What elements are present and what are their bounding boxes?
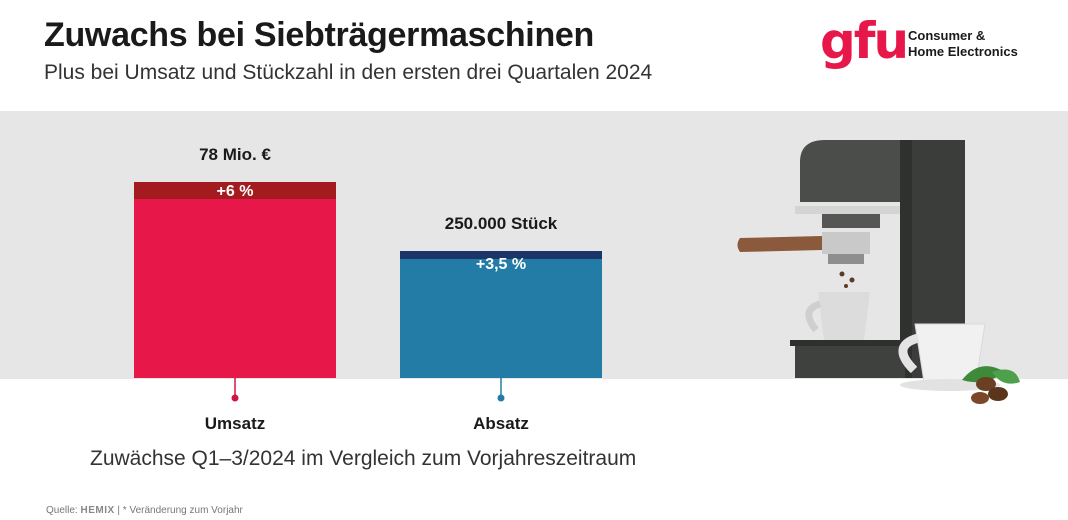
chart-subtitle: Plus bei Umsatz und Stückzahl in den ers… <box>44 61 653 84</box>
change-label: +3,5 % <box>476 256 526 273</box>
category-dot <box>231 394 239 402</box>
bar <box>400 251 602 378</box>
logo-line-2: Home Electronics <box>908 44 1018 59</box>
machine-ledge <box>795 206 900 214</box>
coffee-bean <box>971 392 989 404</box>
bar <box>134 182 336 378</box>
source-brand: HEMIX <box>80 505 115 516</box>
coffee-bean <box>988 387 1008 401</box>
coffee-bean <box>976 377 996 391</box>
portafilter-handle <box>737 236 822 252</box>
source-label: Quelle: <box>46 505 78 516</box>
chart-title: Zuwachs bei Siebträgermaschinen <box>44 16 594 54</box>
logo-mark: gfu <box>820 12 909 70</box>
coffee-drip <box>849 277 855 283</box>
coffee-drip <box>844 284 848 288</box>
category-label: Absatz <box>473 414 529 433</box>
value-label: 78 Mio. € <box>199 145 271 164</box>
category-label: Umsatz <box>205 414 265 433</box>
change-label: +6 % <box>217 183 254 200</box>
footnote: | * Veränderung zum Vorjahr <box>117 505 243 516</box>
chart-caption: Zuwächse Q1–3/2024 im Vergleich zum Vorj… <box>90 447 637 470</box>
logo-text: Consumer & Home Electronics <box>908 28 1018 60</box>
machine-column-shade <box>900 140 912 378</box>
espresso-cup-handle <box>805 300 822 333</box>
source-footer: Quelle: HEMIX | * Veränderung zum Vorjah… <box>46 505 243 516</box>
espresso-cup <box>818 292 870 340</box>
leaf <box>992 369 1020 384</box>
logo-line-1: Consumer & <box>908 28 986 43</box>
coffee-drip <box>839 271 845 277</box>
bar-change-segment <box>134 182 336 199</box>
drip-tray <box>795 344 905 378</box>
drip-tray-top <box>790 340 905 346</box>
group-head <box>822 214 880 228</box>
category-dot <box>497 394 505 402</box>
leaf <box>962 366 1005 383</box>
portafilter-base <box>828 254 864 264</box>
bar-chart: +6 % 78 Mio. € Umsatz +3,5 % 250.000 Stück Ab… <box>134 145 602 433</box>
value-label: 250.000 Stück <box>445 214 558 233</box>
portafilter-basket <box>822 232 870 254</box>
gfu-logo: gfu Consumer & Home Electronics <box>820 12 1040 74</box>
espresso-machine-illustration <box>737 140 1020 404</box>
coffee-cup-handle <box>898 333 920 374</box>
bar-change-segment <box>400 251 602 259</box>
